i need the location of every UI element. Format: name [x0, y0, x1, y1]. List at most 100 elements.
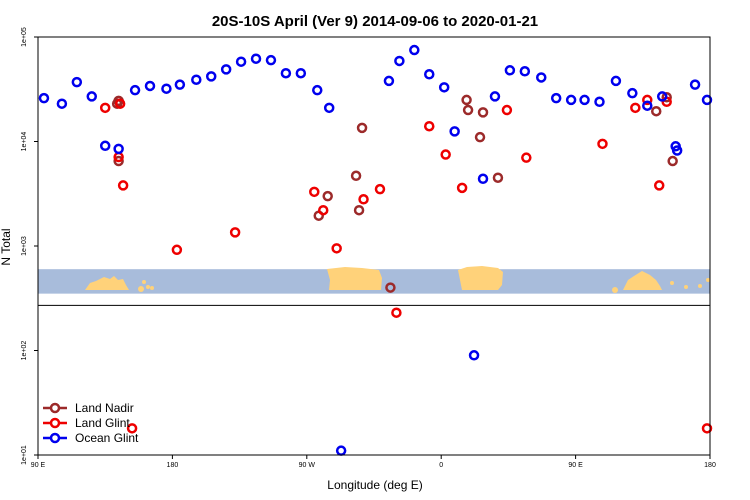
point-land-nadir-16: [667, 155, 678, 167]
point-ocean-glint-21: [383, 75, 395, 87]
map-island: [612, 287, 618, 293]
x-tick-label: 180: [167, 462, 179, 469]
point-land-glint-6: [309, 186, 320, 198]
point-land-glint-15: [501, 104, 513, 116]
point-ocean-glint-16: [280, 67, 292, 79]
legend-marker: [49, 402, 61, 414]
y-tick-label: 1e+03: [21, 236, 28, 256]
point-land-nadir-11: [474, 131, 486, 143]
point-ocean-glint-27: [468, 350, 480, 361]
point-land-glint-13: [440, 149, 451, 160]
point-land-glint-19: [642, 94, 653, 106]
point-ocean-glint-1: [56, 98, 68, 109]
point-ocean-glint-42: [671, 145, 683, 156]
map-island: [138, 286, 144, 292]
point-ocean-glint-3: [86, 91, 98, 102]
legend-marker: [49, 417, 61, 429]
y-tick-label: 1e+01: [21, 445, 28, 465]
point-ocean-glint-32: [536, 72, 547, 83]
x-axis-label: Longitude (deg E): [327, 478, 422, 492]
point-land-nadir-15: [661, 92, 672, 103]
map-island: [684, 285, 688, 289]
point-ocean-glint-37: [610, 75, 622, 87]
map-island: [698, 284, 702, 288]
point-ocean-glint-12: [220, 64, 232, 75]
point-ocean-glint-24: [424, 69, 435, 80]
point-land-nadir-9: [461, 94, 472, 106]
point-ocean-glint-0: [38, 92, 50, 104]
point-land-glint-10: [374, 183, 386, 195]
point-ocean-glint-17: [295, 67, 307, 79]
axes: 90 E 180 90 W 0 90 E 180 1e+01 1e+02 1e+03 1e+04 1…: [21, 27, 716, 469]
x-tick-label: 90 W: [299, 462, 316, 469]
point-ocean-glint-44: [701, 94, 713, 106]
map-land-0: [85, 276, 129, 290]
point-ocean-glint-10: [191, 74, 202, 85]
point-ocean-glint-34: [565, 94, 577, 106]
point-ocean-glint-35: [579, 94, 590, 106]
point-land-nadir-3: [353, 204, 365, 216]
x-tick-label: 180: [704, 462, 716, 469]
point-ocean-glint-39: [642, 100, 653, 111]
point-ocean-glint-5: [113, 143, 124, 155]
point-ocean-glint-13: [235, 56, 247, 67]
x-tick-label: 90 E: [31, 462, 46, 469]
point-ocean-glint-19: [323, 102, 335, 114]
map-strip: [38, 266, 710, 294]
map-land-3: [623, 271, 662, 290]
y-tick-label: 1e+05: [21, 27, 28, 47]
y-tick-label: 1e+04: [21, 132, 28, 152]
point-ocean-glint-4: [99, 140, 111, 152]
point-ocean-glint-22: [394, 55, 405, 67]
map-island: [150, 286, 154, 290]
point-land-glint-1: [114, 98, 126, 109]
legend-label: Ocean Glint: [75, 431, 139, 445]
x-tick-label: 0: [439, 462, 443, 469]
point-land-glint-21: [653, 180, 665, 191]
point-ocean-glint-11: [205, 71, 217, 82]
point-land-glint-4: [171, 244, 183, 256]
point-land-glint-17: [597, 138, 608, 150]
point-land-nadir-12: [477, 107, 489, 118]
point-land-nadir-6: [356, 122, 368, 134]
point-ocean-glint-36: [594, 96, 605, 108]
legend-label: Land Nadir: [75, 401, 134, 415]
point-land-nadir-7: [350, 170, 362, 182]
point-land-glint-12: [424, 120, 435, 132]
map-land-2: [458, 266, 503, 290]
y-axis-label: N Total: [0, 228, 13, 265]
point-ocean-glint-18: [312, 84, 323, 96]
point-ocean-glint-38: [627, 87, 638, 99]
legend-marker: [49, 432, 61, 444]
point-ocean-glint-43: [689, 79, 701, 90]
point-ocean-glint-15: [265, 54, 277, 66]
point-land-glint-22: [126, 423, 138, 434]
legend-label: Land Glint: [75, 416, 130, 430]
point-land-glint-23: [701, 423, 713, 434]
point-land-glint-18: [630, 102, 641, 114]
plot-area: [38, 44, 713, 456]
point-land-nadir-2: [113, 155, 124, 167]
point-ocean-glint-30: [504, 65, 516, 76]
point-land-glint-5: [229, 227, 241, 238]
point-ocean-glint-33: [550, 92, 562, 104]
point-ocean-glint-14: [250, 53, 262, 64]
x-tick-label: 90 E: [568, 462, 583, 469]
chart-title: 20S-10S April (Ver 9) 2014-09-06 to 2020…: [212, 13, 538, 30]
y-tick-label: 1e+02: [21, 341, 28, 361]
point-land-glint-8: [331, 243, 342, 254]
point-land-glint-16: [521, 152, 532, 163]
point-land-glint-7: [317, 204, 329, 216]
point-land-nadir-5: [322, 190, 333, 202]
point-ocean-glint-2: [71, 76, 83, 88]
point-ocean-glint-29: [489, 91, 501, 102]
point-land-glint-14: [456, 182, 468, 194]
point-land-nadir-10: [462, 104, 474, 116]
point-land-glint-11: [391, 307, 402, 318]
point-ocean-glint-7: [144, 80, 156, 92]
point-land-nadir-8: [385, 282, 396, 293]
point-ocean-glint-6: [129, 84, 141, 96]
point-land-glint-9: [358, 194, 369, 205]
